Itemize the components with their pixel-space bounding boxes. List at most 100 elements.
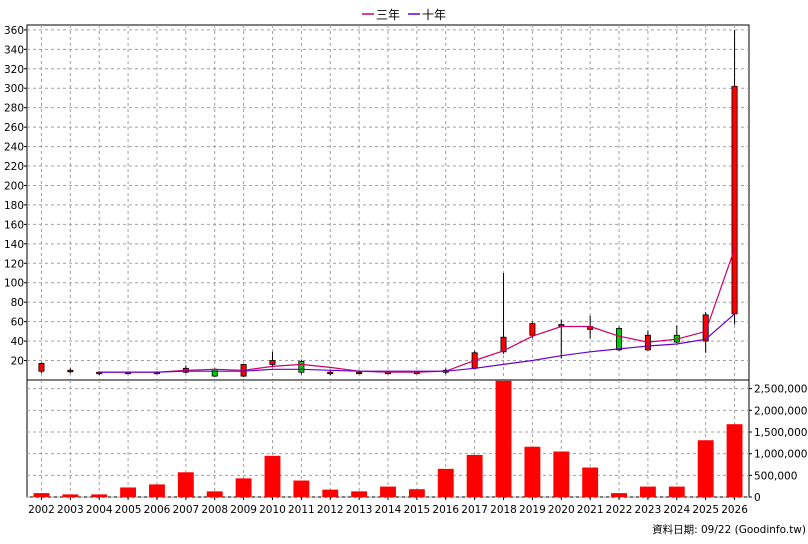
x-tick-label: 2020: [548, 504, 575, 516]
price-tick-label: 140: [4, 239, 24, 251]
x-tick-label: 2025: [692, 504, 719, 516]
volume-bar: [408, 489, 425, 497]
price-tick-label: 200: [4, 180, 24, 192]
volume-bar: [206, 491, 223, 497]
volume-bar: [611, 493, 627, 497]
volume-bar: [380, 486, 396, 497]
volume-bar: [726, 424, 743, 497]
x-tick-label: 2010: [259, 504, 286, 516]
x-tick-label: 2015: [404, 504, 431, 516]
legend-label: 十年: [422, 8, 446, 22]
price-tick-label: 240: [4, 142, 24, 154]
volume-bar: [91, 494, 108, 497]
volume-bar: [322, 489, 339, 497]
volume-bar: [177, 472, 194, 497]
x-tick-label: 2022: [606, 504, 633, 516]
x-tick-label: 2019: [519, 504, 546, 516]
volume-panel: [26, 379, 750, 498]
volume-bar: [639, 486, 656, 497]
price-panel: [26, 24, 750, 381]
volume-tick-label: 2,500,000: [754, 384, 807, 396]
x-tick-label: 2018: [490, 504, 517, 516]
volume-bar: [62, 494, 79, 497]
price-tick-label: 340: [4, 44, 24, 56]
volume-bar: [264, 455, 281, 497]
candle-body: [616, 328, 623, 351]
candle-body: [558, 324, 565, 327]
candle-body: [702, 314, 709, 342]
x-tick-label: 2008: [201, 504, 228, 516]
x-tick-label: 2003: [57, 504, 84, 516]
price-tick-label: 320: [4, 64, 24, 76]
candle-body: [529, 323, 536, 336]
x-tick-label: 2017: [461, 504, 488, 516]
x-tick-label: 2012: [317, 504, 344, 516]
volume-bar: [293, 480, 310, 497]
price-tick-label: 120: [4, 258, 24, 270]
volume-tick-label: 2,000,000: [754, 405, 807, 417]
x-tick-label: 2002: [28, 504, 55, 516]
volume-bar: [668, 486, 685, 497]
price-tick-label: 100: [4, 278, 24, 290]
x-tick-label: 2011: [288, 504, 315, 516]
x-tick-label: 2014: [375, 504, 402, 516]
volume-bar: [524, 446, 541, 497]
price-tick-label: 160: [4, 219, 24, 231]
price-tick-label: 260: [4, 122, 24, 134]
volume-bar: [149, 484, 165, 497]
price-tick-label: 20: [11, 356, 24, 368]
x-tick-label: 2005: [115, 504, 142, 516]
price-tick-label: 280: [4, 103, 24, 115]
legend: 三年 十年: [362, 8, 446, 22]
candle-body: [298, 361, 305, 373]
x-tick-label: 2026: [721, 504, 748, 516]
volume-tick-label: 500,000: [754, 470, 797, 482]
candle-body: [500, 336, 507, 353]
candle-body: [356, 371, 363, 375]
ma-line-0: [99, 248, 736, 373]
x-tick-label: 2024: [663, 504, 690, 516]
ma-line-1: [99, 313, 735, 373]
volume-bar: [553, 451, 570, 497]
volume-plot-frame: [26, 379, 750, 498]
volume-tick-label: 1,500,000: [754, 427, 807, 439]
volume-bar: [235, 478, 252, 497]
price-tick-label: 360: [4, 25, 24, 37]
volume-bar: [466, 454, 483, 497]
x-tick-label: 2021: [577, 504, 604, 516]
volume-bar: [495, 380, 512, 497]
x-tick-label: 2004: [86, 504, 113, 516]
source-label: 資料日期: 09/22 (Goodinfo.tw): [652, 523, 806, 536]
price-tick-label: 300: [4, 83, 24, 95]
axes: 2040608010012014016018020022024026028030…: [4, 25, 808, 516]
price-tick-label: 60: [11, 317, 24, 329]
legend-label: 三年: [376, 8, 400, 22]
legend-item: 三年: [362, 8, 400, 22]
candle-body: [731, 85, 738, 315]
candle-body: [211, 368, 218, 377]
volume-tick-label: 0: [754, 492, 761, 504]
x-tick-label: 2007: [172, 504, 199, 516]
x-tick-label: 2006: [144, 504, 171, 516]
volume-bar: [697, 440, 714, 497]
legend-item: 十年: [408, 8, 446, 22]
price-tick-label: 40: [11, 336, 24, 348]
price-tick-label: 80: [11, 297, 24, 309]
price-tick-label: 180: [4, 200, 24, 212]
volume-tick-label: 1,000,000: [754, 449, 807, 461]
volume-bar: [351, 491, 368, 497]
volume-bar: [33, 493, 50, 497]
x-tick-label: 2023: [635, 504, 662, 516]
candle-body: [327, 371, 334, 375]
x-tick-label: 2009: [230, 504, 257, 516]
volume-bar: [437, 468, 454, 497]
candle-body: [67, 369, 74, 373]
candle-body: [38, 363, 45, 372]
x-tick-label: 2016: [432, 504, 459, 516]
volume-bar: [120, 487, 137, 497]
candle-body: [269, 360, 276, 365]
x-tick-label: 2013: [346, 504, 373, 516]
price-tick-label: 220: [4, 161, 24, 173]
